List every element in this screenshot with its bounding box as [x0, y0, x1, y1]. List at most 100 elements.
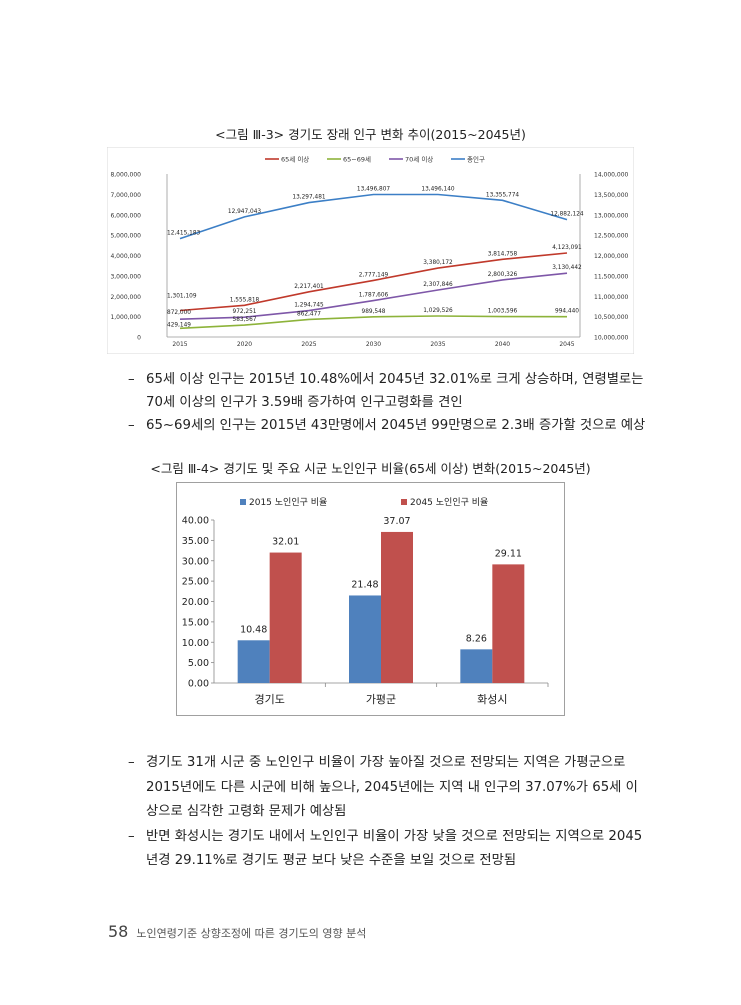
- data-label: 872,000: [167, 310, 191, 316]
- data-label: 1,301,109: [167, 293, 197, 299]
- bar-value-label: 8.26: [466, 633, 487, 644]
- left-tick-label: 6,000,000: [110, 212, 141, 219]
- bar-value-label: 32.01: [272, 537, 299, 548]
- bar-value-label: 29.11: [495, 548, 522, 559]
- data-label: 3,130,442: [552, 265, 582, 271]
- elderly-ratio-chart: 2015 노인인구 비율 2045 노인인구 비율 0.00 5.00 10.00 15.…: [176, 482, 565, 716]
- bar: [269, 552, 302, 683]
- y-tick-label: 20.00: [182, 597, 209, 608]
- bullet-text: 경기도 31개 시군 중 노인인구 비율이 가장 높아질 것으로 전망되는 지역…: [146, 755, 638, 819]
- bullet-dash: –: [128, 828, 135, 844]
- right-tick-label: 14,000,000: [594, 172, 629, 179]
- legend-swatch: [401, 499, 407, 505]
- category-label: 경기도: [254, 693, 284, 706]
- legend-label: 2045 노인인구 비율: [410, 497, 488, 508]
- bullet-item: – 반면 화성시는 경기도 내에서 노인인구 비율이 가장 낮을 것으로 전망되는…: [128, 825, 648, 874]
- right-tick-label: 11,500,000: [594, 273, 629, 280]
- y-tick-label: 30.00: [182, 556, 209, 567]
- data-label: 972,251: [233, 309, 257, 315]
- bullet-dash: –: [128, 418, 135, 433]
- right-tick-label: 12,500,000: [594, 233, 629, 240]
- series-line: [179, 272, 568, 320]
- bar: [381, 531, 413, 683]
- right-tick-label: 13,500,000: [594, 192, 629, 199]
- population-trend-svg: 0 1,000,000 2,000,000 3,000,000 4,000,000 5,0…: [106, 146, 635, 355]
- left-tick-label: 3,000,000: [110, 273, 141, 280]
- bar-value-label: 10.48: [240, 624, 267, 635]
- figure-3-caption: <그림 Ⅲ-3> 경기도 장래 인구 변화 추이(2015~2045년): [215, 127, 526, 142]
- y-tick-label: 5.00: [188, 658, 209, 669]
- figure-4-caption: <그림 Ⅲ-4> 경기도 및 주요 시군 노인인구 비율(65세 이상) 변화(…: [150, 461, 591, 476]
- data-label: 583,567: [233, 317, 257, 323]
- bullet-list-1: –65세 이상 인구는 2015년 10.48%에서 2045년 32.01%로…: [128, 368, 648, 437]
- data-label: 2,217,401: [294, 284, 324, 290]
- y-tick-label: 25.00: [182, 577, 209, 588]
- right-tick-label: 10,500,000: [594, 314, 629, 321]
- data-label: 429,149: [167, 322, 191, 328]
- bullet-dash: –: [128, 755, 135, 770]
- bar: [460, 649, 493, 683]
- data-label: 13,496,140: [421, 187, 455, 193]
- right-tick-label: 12,000,000: [594, 253, 629, 260]
- left-tick-label: 2,000,000: [110, 294, 141, 301]
- legend-label: 2015 노인인구 비율: [249, 497, 327, 508]
- y-tick-label: 35.00: [182, 536, 209, 547]
- data-label: 1,294,745: [294, 303, 324, 309]
- elderly-ratio-svg: 2015 노인인구 비율 2045 노인인구 비율 0.00 5.00 10.00 15.…: [176, 482, 565, 716]
- left-tick-label: 7,000,000: [110, 192, 141, 199]
- x-tick-label: 2020: [237, 341, 252, 348]
- left-tick-label: 4,000,000: [110, 253, 141, 260]
- bullet-item: – 경기도 31개 시군 중 노인인구 비율이 가장 높아질 것으로 전망되는 지…: [128, 751, 648, 825]
- x-tick-label: 2040: [495, 341, 510, 348]
- left-tick-label: 1,000,000: [110, 314, 141, 321]
- data-label: 2,777,149: [359, 272, 389, 278]
- bar: [349, 595, 381, 683]
- legend-label: 65세 이상: [281, 155, 309, 164]
- left-tick-label: 5,000,000: [110, 233, 141, 240]
- bullet-text: 65~69세의 인구는 2015년 43만명에서 2045년 99만명으로 2.…: [146, 418, 646, 433]
- category-label: 가평군: [366, 693, 396, 706]
- footer-title: 노인연령기준 상향조정에 따른 경기도의 영향 분석: [136, 927, 367, 940]
- data-label: 1,787,606: [359, 293, 389, 299]
- series-line: [179, 193, 568, 240]
- x-tick-label: 2025: [301, 341, 316, 348]
- right-tick-label: 13,000,000: [594, 212, 629, 219]
- series-line: [179, 252, 568, 312]
- data-label: 1,029,526: [423, 308, 453, 314]
- data-label: 862,477: [297, 311, 321, 317]
- bullet-text: 반면 화성시는 경기도 내에서 노인인구 비율이 가장 낮을 것으로 전망되는 …: [146, 828, 643, 869]
- legend-label: 총인구: [467, 155, 485, 164]
- bullet-item: –65~69세의 인구는 2015년 43만명에서 2045년 99만명으로 2…: [128, 414, 648, 437]
- y-tick-label: 40.00: [182, 516, 209, 527]
- data-label: 12,882,124: [550, 212, 584, 218]
- data-label: 3,814,758: [488, 251, 518, 257]
- bullet-item: –65세 이상 인구는 2015년 10.48%에서 2045년 32.01%로…: [128, 368, 648, 414]
- bar-value-label: 37.07: [383, 516, 410, 527]
- data-label: 13,496,807: [357, 187, 391, 193]
- bullet-text: 65세 이상 인구는 2015년 10.48%에서 2045년 32.01%로 …: [146, 372, 644, 410]
- bar-value-label: 21.48: [351, 579, 378, 590]
- data-label: 989,548: [362, 309, 386, 315]
- y-tick-label: 0.00: [188, 679, 209, 690]
- x-tick-label: 2045: [559, 341, 574, 348]
- legend-label: 65~69세: [343, 155, 371, 164]
- data-label: 12,415,183: [167, 231, 201, 237]
- data-label: 3,380,172: [423, 260, 453, 266]
- data-label: 4,123,091: [552, 245, 582, 251]
- data-label: 2,800,326: [488, 272, 518, 278]
- bullet-list-2: – 경기도 31개 시군 중 노인인구 비율이 가장 높아질 것으로 전망되는 지…: [128, 751, 648, 874]
- x-tick-label: 2035: [430, 341, 445, 348]
- data-label: 2,307,846: [423, 282, 453, 288]
- data-label: 994,440: [555, 309, 579, 315]
- y-tick-label: 10.00: [182, 638, 209, 649]
- x-tick-label: 2030: [366, 341, 381, 348]
- series-line: [179, 315, 568, 330]
- data-label: 13,297,481: [292, 195, 326, 201]
- left-tick-label: 8,000,000: [110, 172, 141, 179]
- population-trend-chart: 0 1,000,000 2,000,000 3,000,000 4,000,000 5,0…: [106, 146, 635, 355]
- bullet-dash: –: [128, 372, 135, 387]
- data-label: 1,003,596: [488, 309, 518, 315]
- bar: [492, 564, 525, 683]
- x-tick-label: 2015: [172, 341, 187, 348]
- bar: [237, 640, 270, 683]
